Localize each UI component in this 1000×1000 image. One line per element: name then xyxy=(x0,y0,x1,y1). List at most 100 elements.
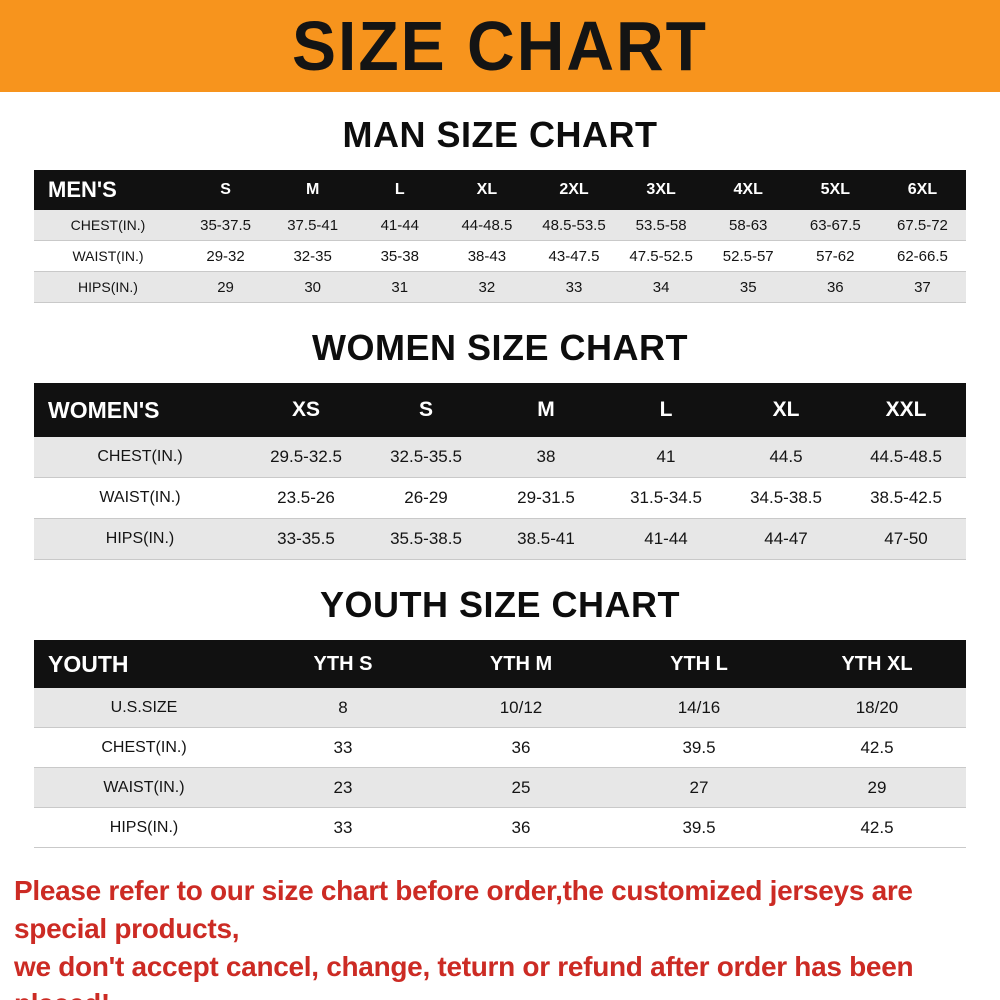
cell-value: 33 xyxy=(254,727,432,768)
column-header: YTH M xyxy=(432,640,610,688)
section-heading-youth: YOUTH SIZE CHART xyxy=(319,584,680,625)
cell-value: 36 xyxy=(791,271,879,303)
row-label: CHEST(IN.) xyxy=(34,727,254,768)
cell-value: 32.5-35.5 xyxy=(366,437,486,478)
column-header: M xyxy=(486,383,606,437)
cell-value: 57-62 xyxy=(791,240,879,272)
column-header: M xyxy=(269,170,357,210)
cell-value: 29.5-32.5 xyxy=(246,437,366,478)
cell-value: 26-29 xyxy=(366,477,486,519)
cell-value: 41-44 xyxy=(356,210,444,241)
table-row: WAIST(IN.) 23.5-26 26-29 29-31.5 31.5-34.5 34… xyxy=(34,477,966,519)
women-size-table: WOMEN'S XS S M L XL XXL CHEST(IN.) 29.5-32.5 32.… xyxy=(34,383,966,560)
column-header: 6XL xyxy=(878,170,966,210)
column-header: XL xyxy=(726,383,846,437)
cell-value: 44.5 xyxy=(726,437,846,478)
cell-value: 63-67.5 xyxy=(791,210,879,241)
cell-value: 52.5-57 xyxy=(704,240,792,272)
row-label: WAIST(IN.) xyxy=(34,477,246,519)
row-label: HIPS(IN.) xyxy=(34,518,246,560)
cell-value: 38.5-41 xyxy=(486,518,606,560)
column-header: 3XL xyxy=(617,170,705,210)
cell-value: 41-44 xyxy=(606,518,726,560)
cell-value: 35-38 xyxy=(356,240,444,272)
cell-value: 35-37.5 xyxy=(182,210,270,241)
table-row: CHEST(IN.) 35-37.5 37.5-41 41-44 44-48.5 48.5… xyxy=(34,210,966,241)
cell-value: 36 xyxy=(432,727,610,768)
cell-value: 8 xyxy=(254,688,432,728)
cell-value: 34.5-38.5 xyxy=(726,477,846,519)
table-row: HIPS(IN.) 33 36 39.5 42.5 xyxy=(34,807,966,848)
column-header: YTH L xyxy=(610,640,788,688)
column-header: XL xyxy=(443,170,531,210)
column-header: YTH S xyxy=(254,640,432,688)
cell-value: 33 xyxy=(254,807,432,848)
column-header: XS xyxy=(246,383,366,437)
cell-value: 25 xyxy=(432,767,610,808)
cell-value: 39.5 xyxy=(610,727,788,768)
footer-disclaimer: Please refer to our size chart before or… xyxy=(14,872,988,1000)
table-header-row: MEN'S S M L XL 2XL 3XL 4XL 5XL 6XL xyxy=(34,170,966,210)
column-header: YTH XL xyxy=(788,640,966,688)
table-corner-label: MEN'S xyxy=(34,170,182,210)
cell-value: 27 xyxy=(610,767,788,808)
row-label: CHEST(IN.) xyxy=(34,210,182,241)
title-banner: SIZE CHART xyxy=(0,0,1000,92)
section-heading-men: MAN SIZE CHART xyxy=(342,114,658,155)
cell-value: 42.5 xyxy=(788,807,966,848)
table-row: WAIST(IN.) 23 25 27 29 xyxy=(34,767,966,808)
cell-value: 31.5-34.5 xyxy=(606,477,726,519)
cell-value: 33-35.5 xyxy=(246,518,366,560)
cell-value: 58-63 xyxy=(704,210,792,241)
section-heading-women: WOMEN SIZE CHART xyxy=(312,327,688,368)
cell-value: 35.5-38.5 xyxy=(366,518,486,560)
cell-value: 36 xyxy=(432,807,610,848)
column-header: 2XL xyxy=(530,170,618,210)
table-row: CHEST(IN.) 29.5-32.5 32.5-35.5 38 41 44.5 44.5… xyxy=(34,437,966,478)
cell-value: 33 xyxy=(530,271,618,303)
table-row: WAIST(IN.) 29-32 32-35 35-38 38-43 43-47.5 47.… xyxy=(34,240,966,272)
row-label: U.S.SIZE xyxy=(34,688,254,728)
cell-value: 32-35 xyxy=(269,240,357,272)
row-label: WAIST(IN.) xyxy=(34,240,182,272)
footer-disclaimer-line2: we don't accept cancel, change, teturn o… xyxy=(14,950,914,1000)
cell-value: 47-50 xyxy=(846,518,966,560)
cell-value: 38.5-42.5 xyxy=(846,477,966,519)
cell-value: 44-48.5 xyxy=(443,210,531,241)
table-row: U.S.SIZE 8 10/12 14/16 18/20 xyxy=(34,688,966,728)
cell-value: 38 xyxy=(486,437,606,478)
table-header-row: YOUTH YTH S YTH M YTH L YTH XL xyxy=(34,640,966,688)
cell-value: 47.5-52.5 xyxy=(617,240,705,272)
table-row: HIPS(IN.) 33-35.5 35.5-38.5 38.5-41 41-44 44-… xyxy=(34,518,966,560)
cell-value: 37 xyxy=(878,271,966,303)
youth-size-table: YOUTH YTH S YTH M YTH L YTH XL U.S.SIZE 8 10/1… xyxy=(34,640,966,848)
table-header-row: WOMEN'S XS S M L XL XXL xyxy=(34,383,966,437)
column-header: L xyxy=(606,383,726,437)
cell-value: 39.5 xyxy=(610,807,788,848)
cell-value: 37.5-41 xyxy=(269,210,357,241)
cell-value: 23.5-26 xyxy=(246,477,366,519)
page-title: SIZE CHART xyxy=(292,7,708,85)
cell-value: 48.5-53.5 xyxy=(530,210,618,241)
footer-disclaimer-line1: Please refer to our size chart before or… xyxy=(14,875,913,944)
cell-value: 34 xyxy=(617,271,705,303)
cell-value: 31 xyxy=(356,271,444,303)
cell-value: 23 xyxy=(254,767,432,808)
column-header: L xyxy=(356,170,444,210)
table-corner-label: YOUTH xyxy=(34,640,254,688)
cell-value: 43-47.5 xyxy=(530,240,618,272)
cell-value: 35 xyxy=(704,271,792,303)
column-header: 4XL xyxy=(704,170,792,210)
cell-value: 14/16 xyxy=(610,688,788,728)
row-label: WAIST(IN.) xyxy=(34,767,254,808)
cell-value: 44-47 xyxy=(726,518,846,560)
cell-value: 42.5 xyxy=(788,727,966,768)
cell-value: 41 xyxy=(606,437,726,478)
cell-value: 18/20 xyxy=(788,688,966,728)
cell-value: 29 xyxy=(182,271,270,303)
cell-value: 67.5-72 xyxy=(878,210,966,241)
row-label: CHEST(IN.) xyxy=(34,437,246,478)
column-header: 5XL xyxy=(791,170,879,210)
cell-value: 29-31.5 xyxy=(486,477,606,519)
